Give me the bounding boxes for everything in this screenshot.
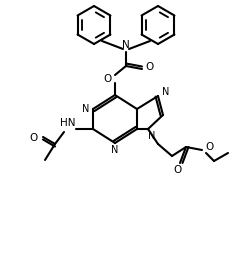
Text: N: N <box>122 40 130 50</box>
Text: N: N <box>82 104 90 114</box>
Text: O: O <box>145 62 153 72</box>
Text: N: N <box>148 131 156 141</box>
Text: O: O <box>205 142 213 152</box>
Text: O: O <box>30 133 38 143</box>
Text: N: N <box>111 145 119 155</box>
Text: N: N <box>162 87 170 97</box>
Text: O: O <box>103 74 111 84</box>
Text: HN: HN <box>60 118 76 128</box>
Text: O: O <box>174 165 182 175</box>
